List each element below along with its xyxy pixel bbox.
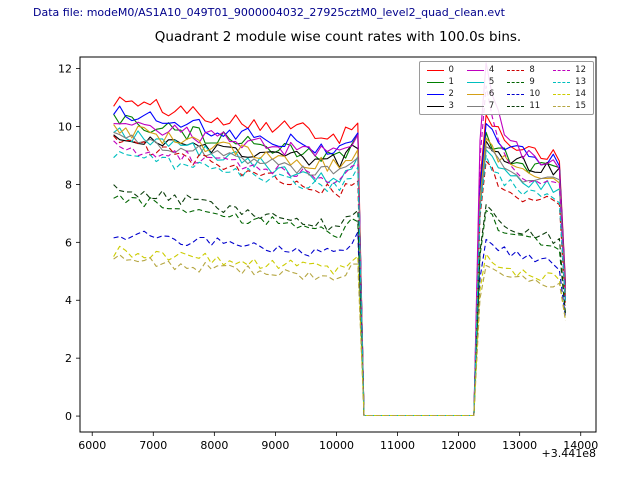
legend-label: 9 [529, 77, 535, 87]
series-line-13 [113, 151, 567, 417]
legend-label: 1 [448, 77, 454, 87]
legend-line-sample [466, 105, 484, 107]
data-file-label: Data file: modeM0/AS1A10_049T01_90000040… [33, 6, 505, 19]
legend-entry-11: 11 [507, 101, 540, 111]
legend-label: 12 [575, 65, 586, 75]
series-line-7 [113, 131, 567, 417]
legend-line-sample [426, 93, 444, 95]
legend-label: 0 [448, 65, 454, 75]
legend-label: 8 [529, 65, 535, 75]
legend-entry-0: 0 [426, 65, 454, 75]
legend-label: 10 [529, 89, 541, 99]
series-line-3 [113, 134, 567, 417]
legend-line-sample [507, 81, 525, 83]
series-line-9 [113, 194, 567, 417]
y-tick-label-4: 8 [65, 178, 72, 191]
x-tick-label-3: 9000 [261, 439, 289, 452]
legend-label: 11 [529, 101, 541, 111]
legend-entry-3: 3 [426, 101, 454, 111]
x-tick-label-6: 12000 [441, 439, 476, 452]
legend-entry-15: 15 [553, 101, 586, 111]
series-line-14 [113, 245, 567, 417]
legend-label: 14 [575, 89, 586, 99]
legend-line-sample [553, 81, 571, 83]
x-axis-offset-label: +3.441e8 [541, 447, 596, 460]
legend-entry-4: 4 [466, 65, 495, 75]
x-tick-label-7: 13000 [502, 439, 537, 452]
legend-line-sample [553, 93, 571, 95]
legend-entry-12: 12 [553, 65, 586, 75]
series-line-0 [113, 96, 567, 417]
series-line-11 [113, 184, 567, 417]
legend-line-sample [466, 81, 484, 83]
legend-label: 7 [488, 101, 495, 111]
legend-line-sample [426, 105, 444, 107]
series-line-4 [113, 62, 567, 417]
legend-entry-2: 2 [426, 89, 454, 99]
y-tick-label-0: 0 [65, 410, 72, 423]
y-tick-label-3: 6 [65, 236, 72, 249]
series-line-15 [113, 254, 567, 417]
legend-label: 4 [488, 65, 495, 75]
y-tick-label-2: 4 [65, 294, 72, 307]
legend-line-sample [426, 69, 444, 71]
legend-entry-1: 1 [426, 77, 454, 87]
legend-entry-14: 14 [553, 89, 586, 99]
series-line-10 [113, 230, 567, 417]
legend-entry-10: 10 [507, 89, 540, 99]
series-line-6 [113, 124, 567, 417]
legend-entry-13: 13 [553, 77, 586, 87]
x-tick-label-5: 11000 [380, 439, 415, 452]
series-line-8 [113, 135, 567, 417]
y-tick-label-5: 10 [58, 120, 72, 133]
x-tick-label-1: 7000 [139, 439, 167, 452]
legend-entry-6: 6 [466, 89, 495, 99]
x-tick-label-4: 10000 [319, 439, 354, 452]
legend-line-sample [507, 105, 525, 107]
series-line-2 [113, 105, 567, 417]
legend-entry-5: 5 [466, 77, 495, 87]
legend-label: 13 [575, 77, 586, 87]
plot-border [79, 56, 597, 433]
x-tick-label-2: 8000 [200, 439, 228, 452]
legend-line-sample [553, 69, 571, 71]
legend-line-sample [507, 69, 525, 71]
legend-line-sample [553, 105, 571, 107]
legend-line-sample [466, 69, 484, 71]
legend-entry-7: 7 [466, 101, 495, 111]
chart-title: Quadrant 2 module wise count rates with … [154, 29, 522, 45]
legend-line-sample [466, 93, 484, 95]
legend-label: 3 [448, 101, 454, 111]
legend-label: 6 [488, 89, 495, 99]
legend-label: 2 [448, 89, 454, 99]
legend-line-sample [426, 81, 444, 83]
legend-label: 15 [575, 101, 586, 111]
legend-line-sample [507, 93, 525, 95]
legend-entry-8: 8 [507, 65, 540, 75]
y-tick-label-6: 12 [58, 63, 72, 76]
x-tick-label-8: 14000 [563, 439, 598, 452]
legend: 0 1 2 3 4 5 6 7 8 9 10 11 12 13 14 15 [418, 61, 594, 115]
legend-label: 5 [488, 77, 495, 87]
legend-entry-9: 9 [507, 77, 540, 87]
y-tick-label-1: 2 [65, 352, 72, 365]
x-tick-label-0: 6000 [78, 439, 106, 452]
series-line-5 [113, 127, 567, 417]
